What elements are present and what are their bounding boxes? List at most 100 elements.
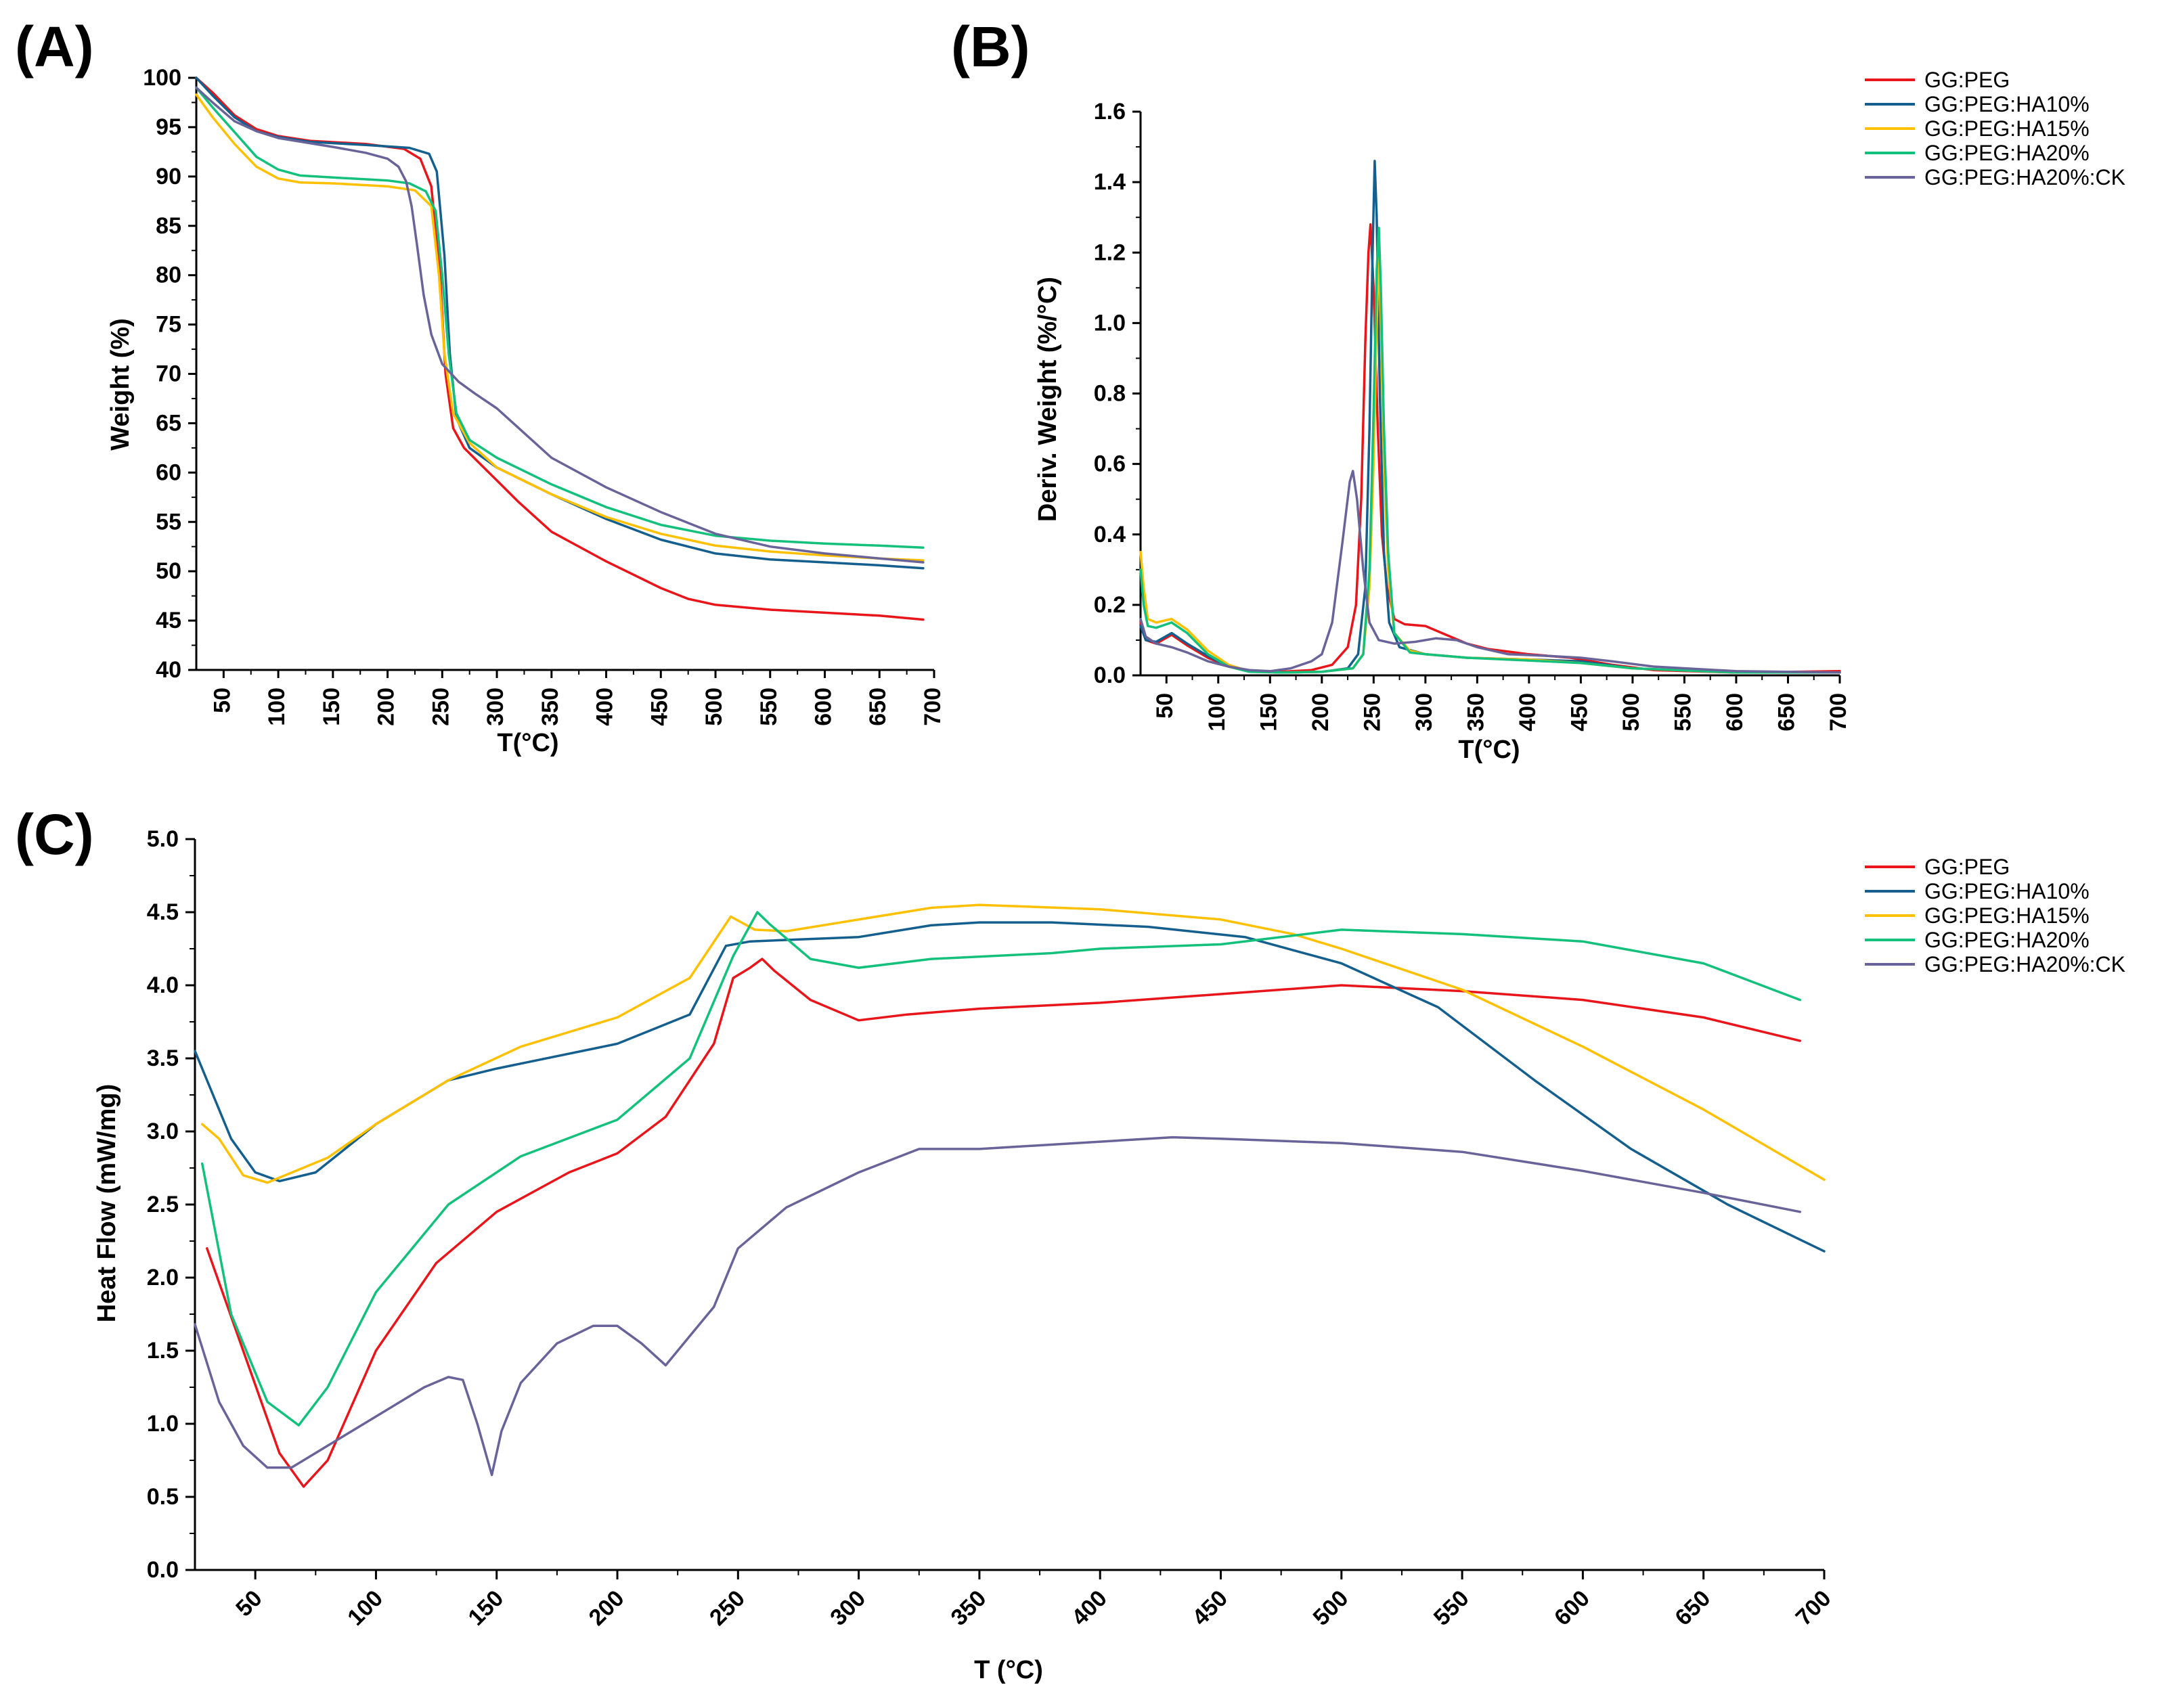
- panel-c-x-tick-label: 650: [1670, 1586, 1715, 1631]
- panel-c-x-tick-label: 200: [584, 1586, 630, 1631]
- panel-c-series-gg-peg-ha20-ck-line: [194, 1136, 1802, 1477]
- panel-c-series-gg-peg-ha10-line: [194, 921, 1826, 1253]
- panel-a-x-tick-label: 550: [756, 688, 782, 726]
- panel-b-series-gg-peg-line: [1139, 223, 1841, 674]
- panel-c-y-tick-label: 0.0: [147, 1557, 179, 1583]
- panel-b-legend-label-gg-peg-ha15: GG:PEG:HA15%: [1924, 116, 2090, 141]
- panel-a-x-tick-label: 600: [811, 688, 837, 726]
- panel-a-x-tick-label: 450: [646, 688, 672, 726]
- panel-a-y-tick-label: 60: [156, 459, 181, 485]
- panel-a-y-tick-label: 95: [156, 114, 181, 140]
- panel-c-x-tick-label: 400: [1067, 1586, 1112, 1631]
- panel-c-y-tick-label: 2.0: [147, 1265, 179, 1290]
- panel-c-y-tick-label: 4.0: [147, 972, 179, 998]
- panel-c-legend-label-gg-peg-ha15: GG:PEG:HA15%: [1924, 903, 2090, 928]
- panel-b-y-tick-label: 1.0: [1094, 310, 1126, 336]
- panel-b-y-tick-label: 0.2: [1094, 592, 1126, 618]
- panel-a-series-gg-peg-ha20-line: [195, 86, 925, 549]
- panel-c-legend-label-gg-peg: GG:PEG: [1924, 855, 2010, 879]
- panel-a-x-tick-label: 650: [865, 688, 891, 726]
- panel-a-x-tick-label: 350: [537, 688, 563, 726]
- panel-c-series-gg-peg-ha20-line: [200, 911, 1802, 1426]
- panel-a-x-title: T(°C): [497, 729, 558, 757]
- panel-c-x-title: T (°C): [974, 1656, 1043, 1684]
- panel-c-x-tick-label: 550: [1429, 1586, 1474, 1631]
- panel-a-y-title: Weight (%): [106, 318, 135, 451]
- panel-c-y-tick-label: 5.0: [147, 826, 179, 852]
- panel-b-y-tick-label: 1.6: [1094, 99, 1126, 125]
- panel-c-y-title: Heat Flow (mW/mg): [93, 1084, 121, 1323]
- panel-b-x-tick-label: 700: [1826, 693, 1851, 732]
- panel-c-x-tick-label: 250: [705, 1586, 750, 1631]
- panel-b-x-title: T(°C): [1458, 736, 1520, 764]
- panel-a-series-gg-peg-ha20-ck-line: [195, 86, 925, 564]
- panel-a-x-tick-label: 700: [920, 688, 946, 726]
- panel-c-y-tick-label: 3.5: [147, 1046, 179, 1071]
- panel-c-y-tick-label: 3.0: [147, 1119, 179, 1144]
- panel-c-legend: GG:PEGGG:PEG:HA10%GG:PEG:HA15%GG:PEG:HA2…: [1865, 855, 2125, 976]
- panel-b-label: (B): [951, 15, 1030, 78]
- panel-b-legend-label-gg-peg-ha10: GG:PEG:HA10%: [1924, 92, 2090, 116]
- panel-b-legend-label-gg-peg: GG:PEG: [1924, 68, 2010, 92]
- panel-b-x-tick-label: 100: [1204, 693, 1230, 732]
- panel-c-y-tick-label: 4.5: [147, 899, 179, 925]
- panel-a-y-tick-label: 85: [156, 213, 181, 239]
- panel-a-x-tick-label: 250: [428, 688, 454, 726]
- panel-b-x-tick-label: 550: [1670, 693, 1696, 732]
- panel-c-y-tick-label: 1.5: [147, 1338, 179, 1364]
- panel-c-plot-area: 50 100 150 200 250 300 350 400 450 500 550 600 650 70…: [147, 826, 1836, 1631]
- panel-b-plot-area: 50 100 150 200 250 300 350 400 450 500 550 600 650 70…: [1094, 99, 1851, 732]
- panel-a-series-gg-peg-ha10-line: [195, 76, 925, 570]
- panel-c-y-tick-label: 1.0: [147, 1411, 179, 1437]
- panel-a-x-tick-label: 100: [264, 688, 290, 726]
- panel-b-series-gg-peg-ha20-ck-line: [1139, 470, 1841, 674]
- panel-b-series-gg-peg-ha20-line: [1139, 227, 1841, 674]
- panel-c-x-tick-label: 50: [231, 1586, 267, 1622]
- panel-b-series-gg-peg-ha10-line: [1139, 160, 1841, 674]
- panel-a-chart: (A) Weight (%) T(°C) 50 100 150 200 250 300 35…: [15, 15, 946, 757]
- panel-a-y-tick-label: 75: [156, 312, 181, 338]
- panel-c-x-tick-label: 100: [343, 1586, 388, 1631]
- panel-c-x-tick-label: 500: [1308, 1586, 1353, 1631]
- panel-c-x-tick-label: 300: [825, 1586, 870, 1631]
- panel-a-y-tick-label: 50: [156, 558, 181, 584]
- panel-b-y-tick-label: 1.4: [1094, 169, 1126, 195]
- panel-b-x-tick-label: 650: [1773, 693, 1799, 732]
- panel-a-y-tick-label: 70: [156, 361, 181, 387]
- panel-c-y-tick-label: 2.5: [147, 1192, 179, 1217]
- panel-b-legend-label-gg-peg-ha20: GG:PEG:HA20%: [1924, 141, 2090, 165]
- panel-b-x-tick-label: 450: [1566, 693, 1592, 732]
- panel-a-y-tick-label: 40: [156, 657, 181, 683]
- panel-c-y-tick-label: 0.5: [147, 1484, 179, 1510]
- panel-b-x-tick-label: 350: [1463, 693, 1488, 732]
- panel-c-label: (C): [15, 803, 94, 866]
- panel-c-legend-label-gg-peg-ha20: GG:PEG:HA20%: [1924, 928, 2090, 952]
- panel-a-y-tick-label: 65: [156, 410, 181, 436]
- panel-c-x-tick-label: 150: [463, 1586, 508, 1631]
- panel-a-y-tick-label: 100: [143, 65, 181, 91]
- panel-c-series-gg-peg-ha15-line: [200, 903, 1826, 1184]
- panel-b-y-title: Deriv. Weight (%/°C): [1034, 277, 1062, 522]
- panel-b-series-gg-peg-ha15-line: [1139, 251, 1841, 674]
- panel-a-x-tick-label: 200: [374, 688, 399, 726]
- panel-b-legend-label-gg-peg-ha20-ck: GG:PEG:HA20%:CK: [1924, 165, 2125, 189]
- panel-b-y-tick-label: 0.4: [1094, 522, 1126, 547]
- panel-b-x-tick-label: 300: [1411, 693, 1437, 732]
- panel-b-x-tick-label: 150: [1256, 693, 1281, 732]
- panel-c-x-tick-label: 700: [1791, 1586, 1836, 1631]
- panel-a-series-gg-peg-line: [195, 76, 925, 621]
- panel-a-x-tick-label: 150: [319, 688, 345, 726]
- panel-c-legend-label-gg-peg-ha20-ck: GG:PEG:HA20%:CK: [1924, 952, 2125, 976]
- panel-c-x-tick-label: 350: [946, 1586, 992, 1631]
- panel-b-x-tick-label: 50: [1152, 693, 1178, 719]
- panel-a-y-tick-label: 80: [156, 263, 181, 288]
- panel-b-y-tick-label: 1.2: [1094, 240, 1126, 265]
- panel-b-x-tick-label: 200: [1308, 693, 1333, 732]
- panel-a-x-tick-label: 400: [592, 688, 618, 726]
- panel-a-plot-area: 50 100 150 200 250 300 350 400 450 500 550 600 650 70…: [143, 65, 946, 726]
- panel-a-x-tick-label: 300: [483, 688, 508, 726]
- panel-a-y-tick-label: 45: [156, 608, 181, 633]
- panel-a-y-tick-label: 55: [156, 509, 181, 535]
- panel-b-x-tick-label: 400: [1515, 693, 1541, 732]
